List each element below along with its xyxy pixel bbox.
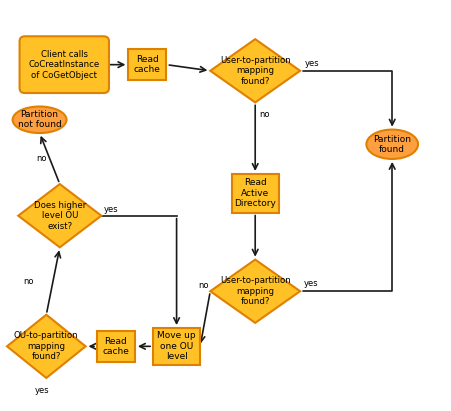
FancyBboxPatch shape — [128, 49, 166, 80]
Ellipse shape — [366, 129, 417, 159]
Text: OU-to-partition
mapping
found?: OU-to-partition mapping found? — [14, 331, 78, 361]
Text: Read
cache: Read cache — [133, 55, 161, 74]
Text: Move up
one OU
level: Move up one OU level — [157, 331, 195, 361]
Text: no: no — [37, 154, 47, 163]
FancyBboxPatch shape — [231, 174, 278, 212]
Polygon shape — [7, 315, 85, 378]
Text: Read
cache: Read cache — [102, 337, 129, 356]
Text: Read
Active
Directory: Read Active Directory — [234, 178, 276, 208]
Text: Client calls
CoCreatInstance
of CoGetObject: Client calls CoCreatInstance of CoGetObj… — [28, 50, 100, 80]
Text: no: no — [23, 277, 33, 286]
Text: User-to-partition
mapping
found?: User-to-partition mapping found? — [219, 56, 290, 85]
Text: yes: yes — [34, 386, 49, 395]
Text: Does higher
level OU
exist?: Does higher level OU exist? — [33, 201, 86, 231]
Ellipse shape — [13, 106, 66, 133]
Text: Partition
not found: Partition not found — [18, 110, 61, 129]
Polygon shape — [210, 39, 299, 102]
Text: no: no — [198, 281, 208, 290]
Text: User-to-partition
mapping
found?: User-to-partition mapping found? — [219, 276, 290, 306]
Polygon shape — [210, 260, 299, 323]
Text: no: no — [259, 110, 270, 119]
Text: yes: yes — [304, 59, 318, 68]
Text: Partition
found: Partition found — [373, 134, 410, 154]
FancyBboxPatch shape — [19, 36, 109, 93]
FancyBboxPatch shape — [152, 328, 200, 365]
Polygon shape — [18, 184, 101, 247]
Text: yes: yes — [303, 279, 318, 289]
Text: yes: yes — [103, 205, 118, 214]
FancyBboxPatch shape — [97, 331, 135, 362]
